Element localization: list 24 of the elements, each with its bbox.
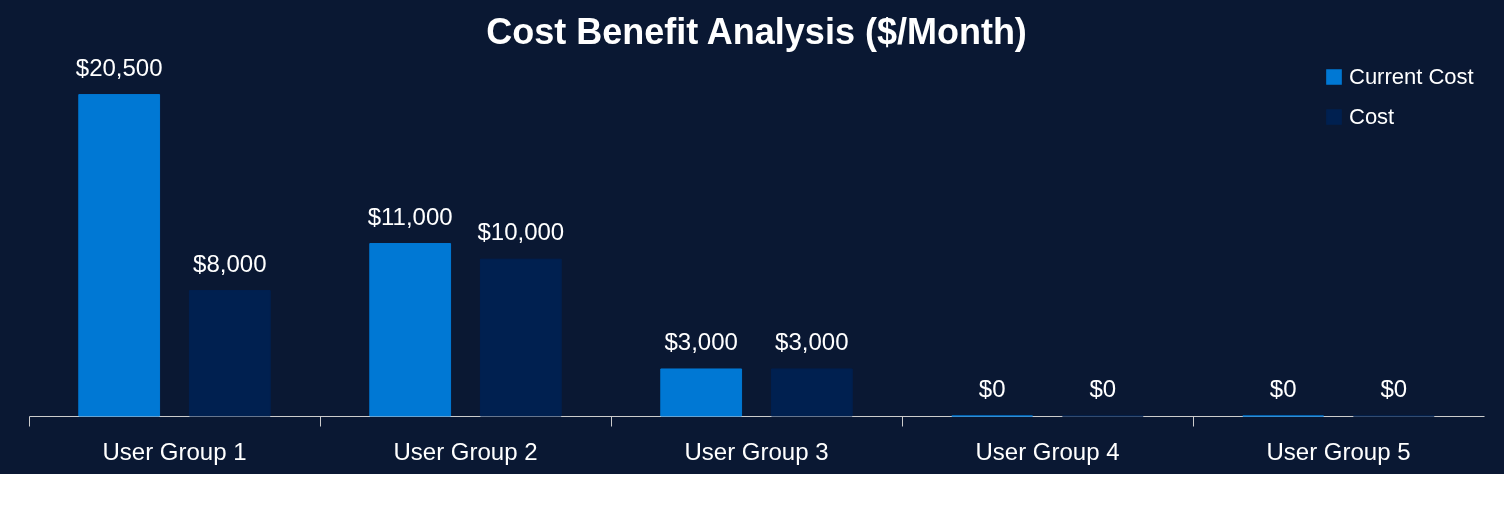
x-tick-label: User Group 4 <box>975 437 1120 465</box>
bar <box>369 243 452 417</box>
data-label: $3,000 <box>664 327 738 355</box>
legend-label: Current Cost <box>1349 64 1474 89</box>
bar <box>479 258 562 417</box>
data-label: $0 <box>978 375 1006 402</box>
bar <box>188 290 271 417</box>
x-tick-label: User Group 5 <box>1266 437 1411 465</box>
data-label: $11,000 <box>367 202 453 230</box>
bar <box>660 368 743 417</box>
x-tick-label: User Group 2 <box>393 437 538 465</box>
data-label: $0 <box>1380 375 1408 402</box>
bar <box>770 368 853 417</box>
x-tick-label: User Group 3 <box>684 437 829 465</box>
data-label: $10,000 <box>477 218 565 246</box>
data-label: $8,000 <box>193 249 267 277</box>
data-label: $0 <box>1269 375 1297 402</box>
bar <box>78 94 161 417</box>
data-label: $20,500 <box>75 53 163 81</box>
legend-label: Cost <box>1349 104 1395 129</box>
chart-title: Cost Benefit Analysis ($/Month) <box>486 11 1027 52</box>
data-label: $0 <box>1089 375 1117 402</box>
data-label: $3,000 <box>775 327 849 355</box>
x-tick-label: User Group 1 <box>102 437 247 465</box>
